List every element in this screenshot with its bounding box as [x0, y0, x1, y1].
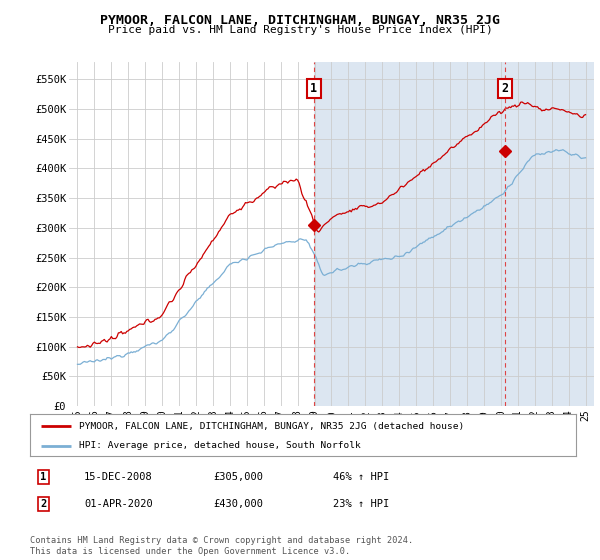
Text: Price paid vs. HM Land Registry's House Price Index (HPI): Price paid vs. HM Land Registry's House … [107, 25, 493, 35]
Text: 15-DEC-2008: 15-DEC-2008 [84, 472, 153, 482]
Text: 2: 2 [502, 82, 509, 95]
Text: HPI: Average price, detached house, South Norfolk: HPI: Average price, detached house, Sout… [79, 441, 361, 450]
Text: £430,000: £430,000 [213, 499, 263, 509]
Text: 1: 1 [310, 82, 317, 95]
Text: Contains HM Land Registry data © Crown copyright and database right 2024.
This d: Contains HM Land Registry data © Crown c… [30, 536, 413, 556]
Text: 23% ↑ HPI: 23% ↑ HPI [333, 499, 389, 509]
Bar [314, 62, 594, 406]
Text: 1: 1 [40, 472, 46, 482]
Text: 01-APR-2020: 01-APR-2020 [84, 499, 153, 509]
Text: 2: 2 [40, 499, 46, 509]
Text: 46% ↑ HPI: 46% ↑ HPI [333, 472, 389, 482]
Text: PYMOOR, FALCON LANE, DITCHINGHAM, BUNGAY, NR35 2JG (detached house): PYMOOR, FALCON LANE, DITCHINGHAM, BUNGAY… [79, 422, 464, 431]
Text: £305,000: £305,000 [213, 472, 263, 482]
Text: PYMOOR, FALCON LANE, DITCHINGHAM, BUNGAY, NR35 2JG: PYMOOR, FALCON LANE, DITCHINGHAM, BUNGAY… [100, 14, 500, 27]
